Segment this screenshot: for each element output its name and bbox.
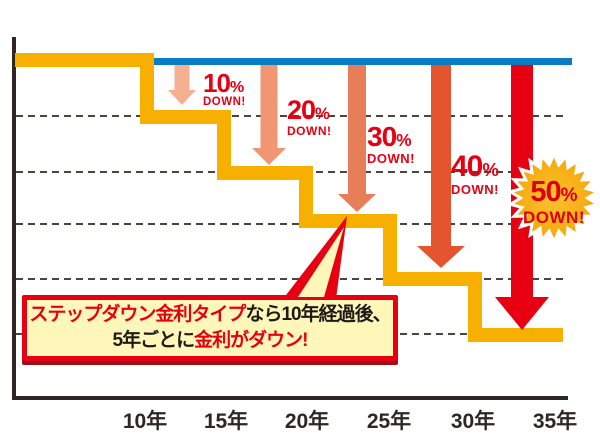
badge-50-down: 50% DOWN! bbox=[502, 178, 600, 227]
percent-sign: % bbox=[315, 104, 330, 123]
xtick-20: 20年 bbox=[284, 410, 330, 433]
badge-value-row: 50% bbox=[502, 178, 600, 207]
gridline bbox=[16, 223, 566, 225]
callout-line-1: ステップダウン金利タイプなら10年経過後、 bbox=[29, 302, 391, 328]
down-label-20: 20% DOWN! bbox=[287, 95, 332, 138]
down-label-20-down: DOWN! bbox=[287, 124, 332, 138]
down-label-40: 40% DOWN! bbox=[451, 150, 499, 197]
down-label-10: 10% DOWN! bbox=[203, 70, 246, 109]
down-label-20-value: 20 bbox=[287, 95, 316, 125]
xtick-30: 30年 bbox=[450, 410, 496, 433]
down-label-30-down: DOWN! bbox=[367, 151, 415, 166]
xtick-10: 10年 bbox=[122, 410, 168, 433]
x-axis bbox=[12, 396, 568, 400]
y-axis bbox=[12, 37, 16, 397]
callout-tail-border bbox=[283, 216, 347, 299]
percent-sign: % bbox=[396, 130, 412, 150]
percent-sign: % bbox=[229, 78, 245, 96]
xtick-35: 35年 bbox=[532, 410, 578, 433]
callout-line1-highlight: ステップダウン金利タイプ bbox=[29, 304, 246, 325]
callout-tail-fill bbox=[298, 227, 344, 297]
callout-line2-lead: 5年ごとに bbox=[112, 330, 196, 351]
xtick-25: 25年 bbox=[366, 410, 412, 433]
down-label-10-value: 10 bbox=[203, 68, 231, 98]
down-label-30-value: 30 bbox=[367, 121, 397, 152]
badge-value: 50 bbox=[530, 176, 561, 208]
percent-sign: % bbox=[560, 185, 578, 206]
badge-down: DOWN! bbox=[523, 208, 585, 227]
callout-bubble: ステップダウン金利タイプなら10年経過後、 5年ごとに金利がダウン! bbox=[22, 295, 398, 361]
gridline bbox=[16, 278, 566, 280]
down-label-10-down: DOWN! bbox=[203, 96, 246, 108]
down-label-40-value: 40 bbox=[451, 150, 483, 183]
callout-line2-highlight: 金利がダウン! bbox=[194, 330, 308, 351]
down-label-30: 30% DOWN! bbox=[367, 121, 415, 166]
callout-line-2: 5年ごとに金利がダウン! bbox=[112, 328, 309, 354]
callout-line1-rest: なら10年経過後、 bbox=[245, 304, 391, 325]
down-arrow-10-icon bbox=[168, 65, 196, 105]
reference-rate-line bbox=[153, 58, 572, 65]
percent-sign: % bbox=[482, 159, 499, 180]
xtick-15: 15年 bbox=[203, 410, 249, 433]
down-label-40-down: DOWN! bbox=[451, 182, 499, 197]
